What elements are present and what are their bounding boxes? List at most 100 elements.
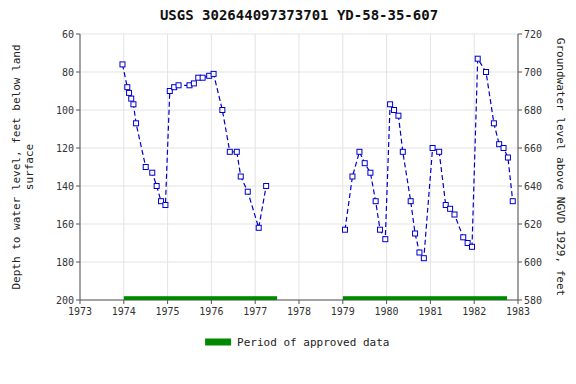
point bbox=[510, 199, 515, 204]
grid-line-y bbox=[80, 34, 518, 35]
point bbox=[131, 102, 136, 107]
y-axis-label-line: Depth to water level, feet below land bbox=[10, 44, 23, 289]
lines bbox=[120, 56, 515, 261]
grid-line-x bbox=[80, 34, 81, 300]
y-tick-label: 100 bbox=[56, 105, 74, 116]
y-tick-label: 140 bbox=[56, 181, 74, 192]
y2-tick bbox=[518, 148, 522, 149]
point bbox=[129, 96, 134, 101]
y-tick bbox=[76, 34, 80, 35]
y2-tick-label: 580 bbox=[524, 295, 542, 306]
chart: 1973197419751976197719781979198019811982… bbox=[0, 0, 576, 384]
x-tick-label: 1973 bbox=[68, 306, 92, 317]
y-tick-label: 80 bbox=[62, 67, 74, 78]
point bbox=[388, 102, 393, 107]
point bbox=[234, 149, 239, 154]
y-tick bbox=[76, 72, 80, 73]
y2-tick bbox=[518, 300, 522, 301]
point bbox=[362, 161, 367, 166]
y2-tick bbox=[518, 110, 522, 111]
point bbox=[200, 75, 205, 80]
point bbox=[238, 174, 243, 179]
y-tick-label: 120 bbox=[56, 143, 74, 154]
point bbox=[191, 81, 196, 86]
legend-label: Period of approved data bbox=[237, 336, 389, 349]
point bbox=[430, 146, 435, 151]
x-tick bbox=[299, 300, 300, 304]
y2-tick-label: 600 bbox=[524, 257, 542, 268]
approved-period bbox=[343, 296, 507, 300]
grid-line-y bbox=[80, 148, 518, 149]
x-tick-label: 1981 bbox=[418, 306, 442, 317]
y2-tick-label: 700 bbox=[524, 67, 542, 78]
point bbox=[163, 203, 168, 208]
y-axis-label-line: surface bbox=[23, 144, 36, 190]
grid-line-y bbox=[80, 110, 518, 111]
x-tick-label: 1974 bbox=[112, 306, 136, 317]
y2-axis-label: Groundwater level above NGVD 1929, feet bbox=[554, 38, 567, 296]
x-tick-label: 1982 bbox=[462, 306, 486, 317]
y2-tick-label: 680 bbox=[524, 105, 542, 116]
background bbox=[0, 0, 576, 384]
point bbox=[452, 212, 457, 217]
x-tick-label: 1980 bbox=[375, 306, 399, 317]
x-tick-label: 1978 bbox=[287, 306, 311, 317]
grid bbox=[80, 34, 518, 300]
y2-tick-label: 640 bbox=[524, 181, 542, 192]
x-tick bbox=[342, 300, 343, 304]
y-tick bbox=[76, 186, 80, 187]
point bbox=[150, 170, 155, 175]
point bbox=[211, 71, 216, 76]
point bbox=[120, 62, 125, 67]
point bbox=[256, 225, 261, 230]
y2-tick bbox=[518, 34, 522, 35]
y2-tick bbox=[518, 72, 522, 73]
point bbox=[350, 174, 355, 179]
data bbox=[120, 56, 515, 300]
grid-line-x bbox=[342, 34, 343, 300]
point bbox=[413, 231, 418, 236]
grid-line-x bbox=[518, 34, 519, 300]
legend-swatch bbox=[205, 339, 231, 346]
x-tick-label: 1983 bbox=[506, 306, 530, 317]
point bbox=[220, 108, 225, 113]
x-tick bbox=[167, 300, 168, 304]
y2-tick bbox=[518, 224, 522, 225]
x-tick bbox=[211, 300, 212, 304]
grid-line-x bbox=[299, 34, 300, 300]
grid-line-x bbox=[430, 34, 431, 300]
point bbox=[143, 165, 148, 170]
y-tick bbox=[76, 224, 80, 225]
y-axis-line bbox=[80, 34, 81, 300]
y-axis-label: Depth to water level, feet below landsur… bbox=[10, 44, 36, 289]
x-tick-label: 1979 bbox=[331, 306, 355, 317]
grid-line-y bbox=[80, 186, 518, 187]
y2-tick-label: 660 bbox=[524, 143, 542, 154]
approved-period bbox=[124, 296, 277, 300]
axes: 1973197419751976197719781979198019811982… bbox=[56, 29, 542, 318]
grid-line-x bbox=[386, 34, 387, 300]
y-tick-label: 180 bbox=[56, 257, 74, 268]
y-tick-label: 200 bbox=[56, 295, 74, 306]
y2-axis-line bbox=[518, 34, 519, 300]
series-line bbox=[122, 64, 266, 227]
y-tick-label: 60 bbox=[62, 29, 74, 40]
x-tick-label: 1977 bbox=[243, 306, 267, 317]
y2-tick bbox=[518, 262, 522, 263]
point bbox=[421, 256, 426, 261]
x-tick bbox=[123, 300, 124, 304]
point bbox=[127, 90, 132, 95]
point bbox=[461, 235, 466, 240]
point bbox=[392, 108, 397, 113]
point bbox=[470, 244, 475, 249]
grid-line-y bbox=[80, 72, 518, 73]
y2-tick-label: 620 bbox=[524, 219, 542, 230]
point bbox=[396, 113, 401, 118]
point bbox=[400, 149, 405, 154]
series-line bbox=[345, 59, 513, 259]
point bbox=[437, 149, 442, 154]
point bbox=[154, 184, 159, 189]
y-tick bbox=[76, 148, 80, 149]
y2-tick bbox=[518, 186, 522, 187]
point bbox=[264, 184, 269, 189]
